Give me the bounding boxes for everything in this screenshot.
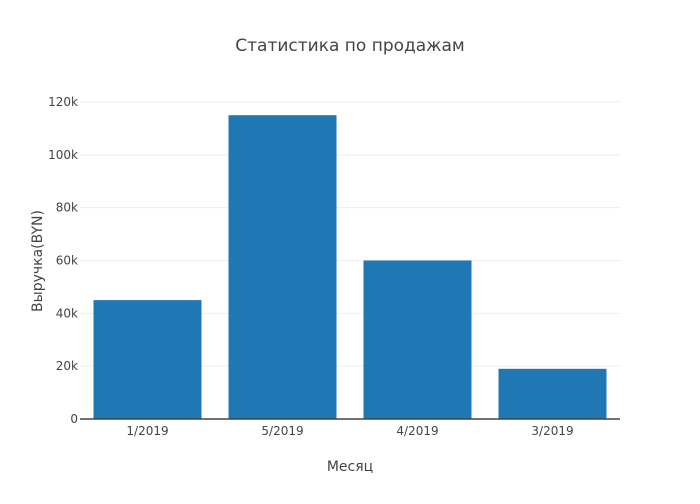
y-tick-label: 40k [56,306,78,320]
x-tick-label: 4/2019 [396,424,438,438]
bar[interactable] [363,260,472,420]
x-tick-label: 5/2019 [261,424,303,438]
bar[interactable] [228,115,337,419]
y-tick-label: 100k [48,148,78,162]
axes: 0 20k 40k 60k 80k 100k 120k 1/2019 5/2019 4/2019 3… [48,95,620,438]
x-tick-label: 1/2019 [126,424,168,438]
y-tick-label: 0 [70,412,78,426]
bars [93,115,607,420]
bar[interactable] [93,300,202,419]
y-tick-label: 120k [48,95,78,109]
y-tick-label: 20k [56,359,78,373]
chart-title: Статистика по продажам [235,36,464,56]
y-tick-label: 60k [56,254,78,268]
x-tick-label: 3/2019 [531,424,573,438]
y-tick-label: 80k [56,201,78,215]
y-axis-title: Выручка(BYN) [30,210,46,312]
x-axis-title: Месяц [327,459,373,475]
bar[interactable] [498,368,607,419]
